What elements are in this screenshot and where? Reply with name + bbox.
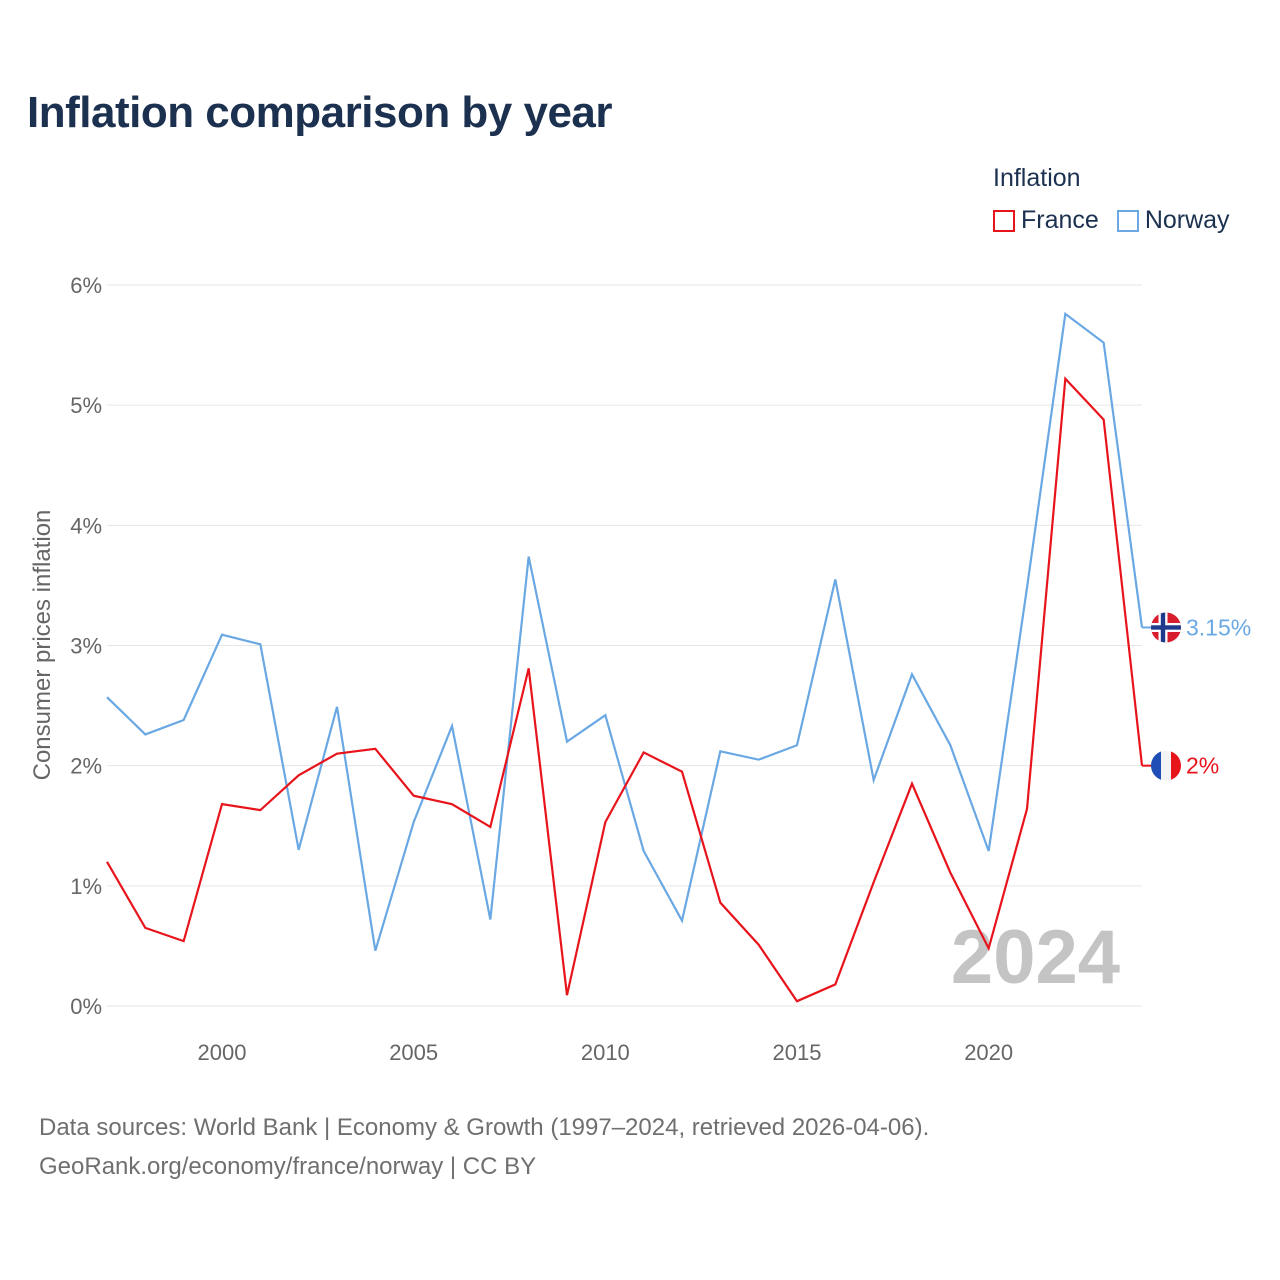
x-tick-label: 2000 xyxy=(198,1040,247,1065)
y-tick-label: 3% xyxy=(70,634,102,659)
norway-flag-icon xyxy=(1151,612,1181,643)
y-axis-label: Consumer prices inflation xyxy=(29,510,56,781)
year-watermark: 2024 xyxy=(951,915,1120,1000)
y-tick-label: 1% xyxy=(70,874,102,899)
y-tick-label: 6% xyxy=(70,273,102,298)
legend-title: Inflation xyxy=(993,164,1081,192)
x-tick-label: 2005 xyxy=(389,1040,438,1065)
legend-swatch-norway xyxy=(1116,209,1139,232)
legend-label-norway: Norway xyxy=(1144,206,1230,234)
legend-label-france: France xyxy=(1021,206,1099,234)
series-line-norway[interactable] xyxy=(106,311,1144,952)
chart-title: Inflation comparison by year xyxy=(27,88,613,137)
y-tick-label: 2% xyxy=(70,754,102,779)
x-tick-label: 2015 xyxy=(773,1040,822,1065)
legend-swatch-france xyxy=(993,209,1015,232)
series-line-france[interactable] xyxy=(106,376,1144,1003)
legend: France Norway xyxy=(993,206,1248,235)
footer-sources: Data sources: World Bank | Economy & Gro… xyxy=(39,1114,930,1141)
legend-item-norway[interactable]: Norway xyxy=(1116,206,1230,235)
france-flag-icon xyxy=(1151,750,1181,781)
line-chart: 2024 0% 1% 2% 3% 4% 5% 6% 2000 2005 2010 2015 2020… xyxy=(29,273,1251,1065)
footer-attribution[interactable]: GeoRank.org/economy/france/norway | CC B… xyxy=(39,1153,537,1180)
y-tick-label: 4% xyxy=(70,513,102,538)
end-value-label-norway: 3.15% xyxy=(1186,614,1251,640)
x-tick-label: 2020 xyxy=(964,1040,1013,1065)
footer: Data sources: World Bank | Economy & Gro… xyxy=(39,1108,929,1186)
end-value-label-france: 2% xyxy=(1186,753,1219,779)
x-tick-label: 2010 xyxy=(581,1040,630,1065)
y-tick-label: 5% xyxy=(70,393,102,418)
y-tick-label: 0% xyxy=(70,994,102,1019)
legend-item-france[interactable]: France xyxy=(993,206,1099,235)
